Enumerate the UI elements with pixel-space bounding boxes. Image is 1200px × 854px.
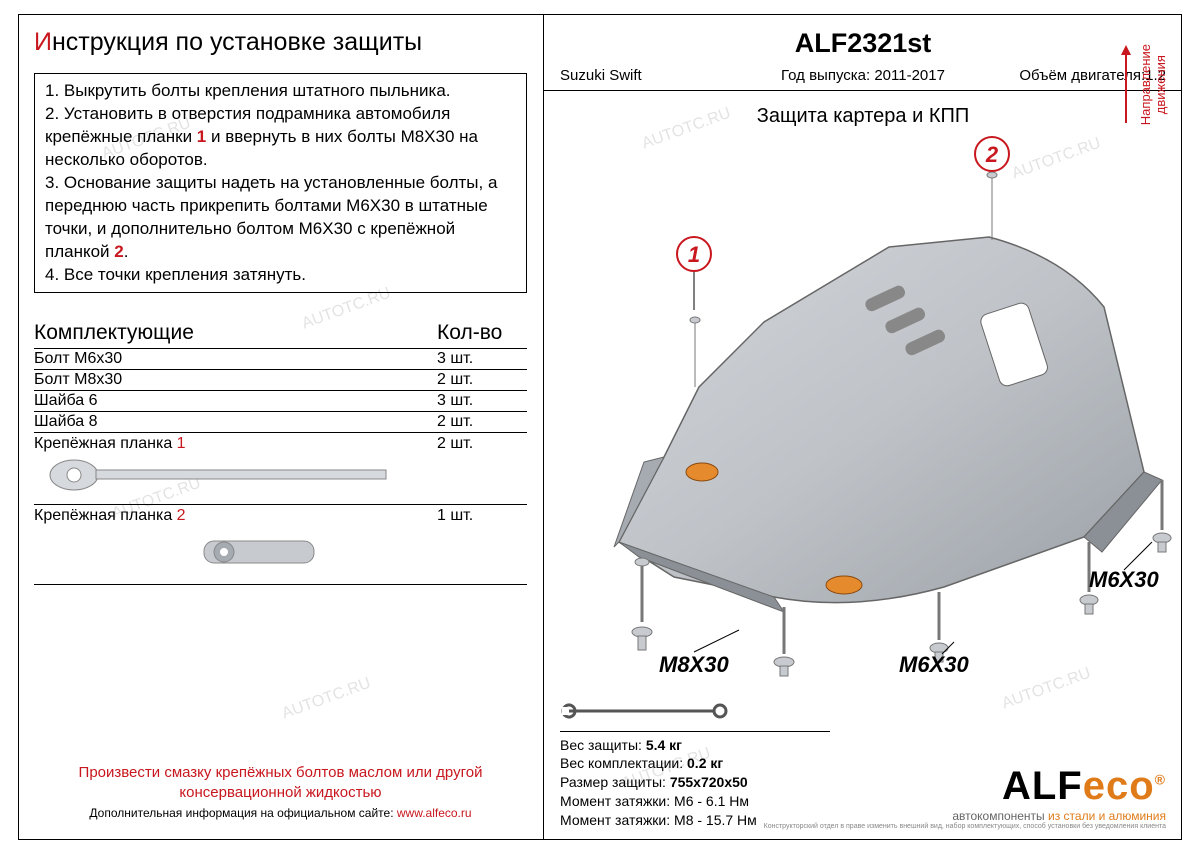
wrench-icon	[560, 702, 830, 725]
bolt-m8-1	[632, 558, 652, 650]
right-column: ALF2321st Suzuki Swift Год выпуска: 2011…	[544, 14, 1182, 840]
bolt-m6-side1	[1153, 480, 1171, 552]
meta-year: Год выпуска: 2011-2017	[762, 67, 964, 84]
part-code: ALF2321st	[544, 14, 1182, 59]
plank2-icon	[34, 529, 437, 578]
instruction-1: 1. Выкрутить болты крепления штатного пы…	[45, 80, 516, 103]
components-header-name: Комплектующие	[34, 321, 437, 345]
skid-plate-diagram: 1 2 M8X30 M6X30 M6X30	[544, 114, 1182, 700]
instructions-box: 1. Выкрутить болты крепления штатного пы…	[34, 73, 527, 293]
component-plank1-row: Крепёжная планка 1 2 шт.	[34, 433, 527, 505]
bolt-m8-2	[774, 607, 794, 676]
page-title: Инструкция по установке защиты	[18, 14, 543, 67]
svg-text:1: 1	[688, 242, 700, 267]
logo-alf: ALF	[1002, 764, 1083, 808]
plank1-icon	[34, 457, 437, 498]
component-plank2-row: Крепёжная планка 2 1 шт.	[34, 505, 527, 585]
footer-sub: Дополнительная информация на официальном…	[18, 806, 543, 822]
left-column: Инструкция по установке защиты 1. Выкрут…	[18, 14, 544, 840]
components-header: Комплектующие Кол-во	[34, 321, 527, 349]
title-first-char: И	[34, 28, 52, 56]
components-header-qty: Кол-во	[437, 321, 527, 345]
svg-text:2: 2	[985, 142, 999, 167]
callout-2: 2	[975, 137, 1009, 171]
instruction-2: 2. Установить в отверстия подрамника авт…	[45, 103, 516, 172]
title-rest: нструкция по установке защиты	[52, 28, 422, 56]
svg-text:M6X30: M6X30	[899, 652, 969, 677]
meta-model: Suzuki Swift	[560, 67, 762, 84]
footer-line1: Произвести смазку крепёжных болтов масло…	[18, 763, 543, 783]
component-row: Болт М8х302 шт.	[34, 370, 527, 391]
component-row: Болт М6х303 шт.	[34, 349, 527, 370]
meta-row: Suzuki Swift Год выпуска: 2011-2017 Объё…	[544, 59, 1182, 91]
logo-eco: eco	[1083, 764, 1155, 808]
logo: ALFeco® автокомпоненты из стали и алюмин…	[764, 764, 1166, 830]
footer-link[interactable]: www.alfeco.ru	[397, 806, 472, 820]
instruction-4: 4. Все точки крепления затянуть.	[45, 264, 516, 287]
footer-note: Произвести смазку крепёжных болтов масло…	[18, 763, 543, 822]
components-table: Болт М6х303 шт. Болт М8х302 шт. Шайба 63…	[34, 349, 527, 585]
callout-1: 1	[677, 237, 711, 310]
svg-text:M6X30: M6X30	[1089, 567, 1159, 592]
svg-text:M8X30: M8X30	[659, 652, 729, 677]
component-row: Шайба 63 шт.	[34, 391, 527, 412]
logo-tagline: автокомпоненты из стали и алюминия	[764, 809, 1166, 823]
logo-reg: ®	[1155, 772, 1166, 788]
footer-line2: консервационной жидкостью	[18, 783, 543, 803]
spec-weight: Вес защиты: 5.4 кг	[560, 736, 830, 755]
disclaimer: Конструкторский отдел в праве изменить в…	[764, 823, 1166, 830]
component-row: Шайба 82 шт.	[34, 412, 527, 433]
instruction-3: 3. Основание защиты надеть на установлен…	[45, 172, 516, 264]
